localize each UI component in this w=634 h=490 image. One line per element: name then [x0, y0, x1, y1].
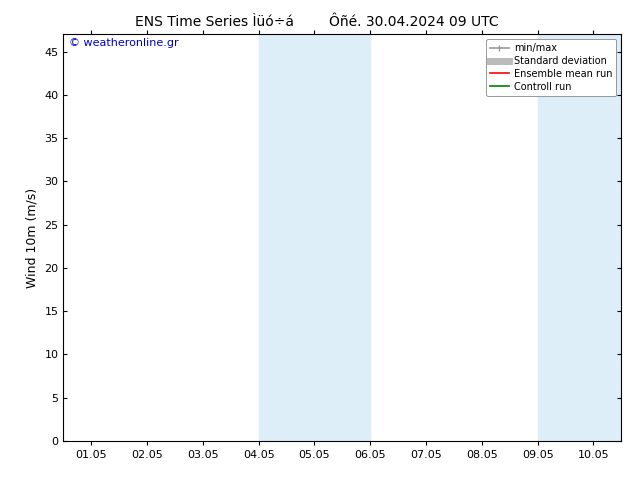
Bar [259, 34, 370, 441]
Legend: min/max, Standard deviation, Ensemble mean run, Controll run: min/max, Standard deviation, Ensemble me… [486, 39, 616, 96]
Text: © weatheronline.gr: © weatheronline.gr [69, 38, 179, 49]
Bar [538, 34, 621, 441]
Y-axis label: Wind 10m (m/s): Wind 10m (m/s) [26, 188, 39, 288]
Text: ENS Time Series Ìüó÷á        Ôñé. 30.04.2024 09 UTC: ENS Time Series Ìüó÷á Ôñé. 30.04.2024 09… [135, 15, 499, 29]
